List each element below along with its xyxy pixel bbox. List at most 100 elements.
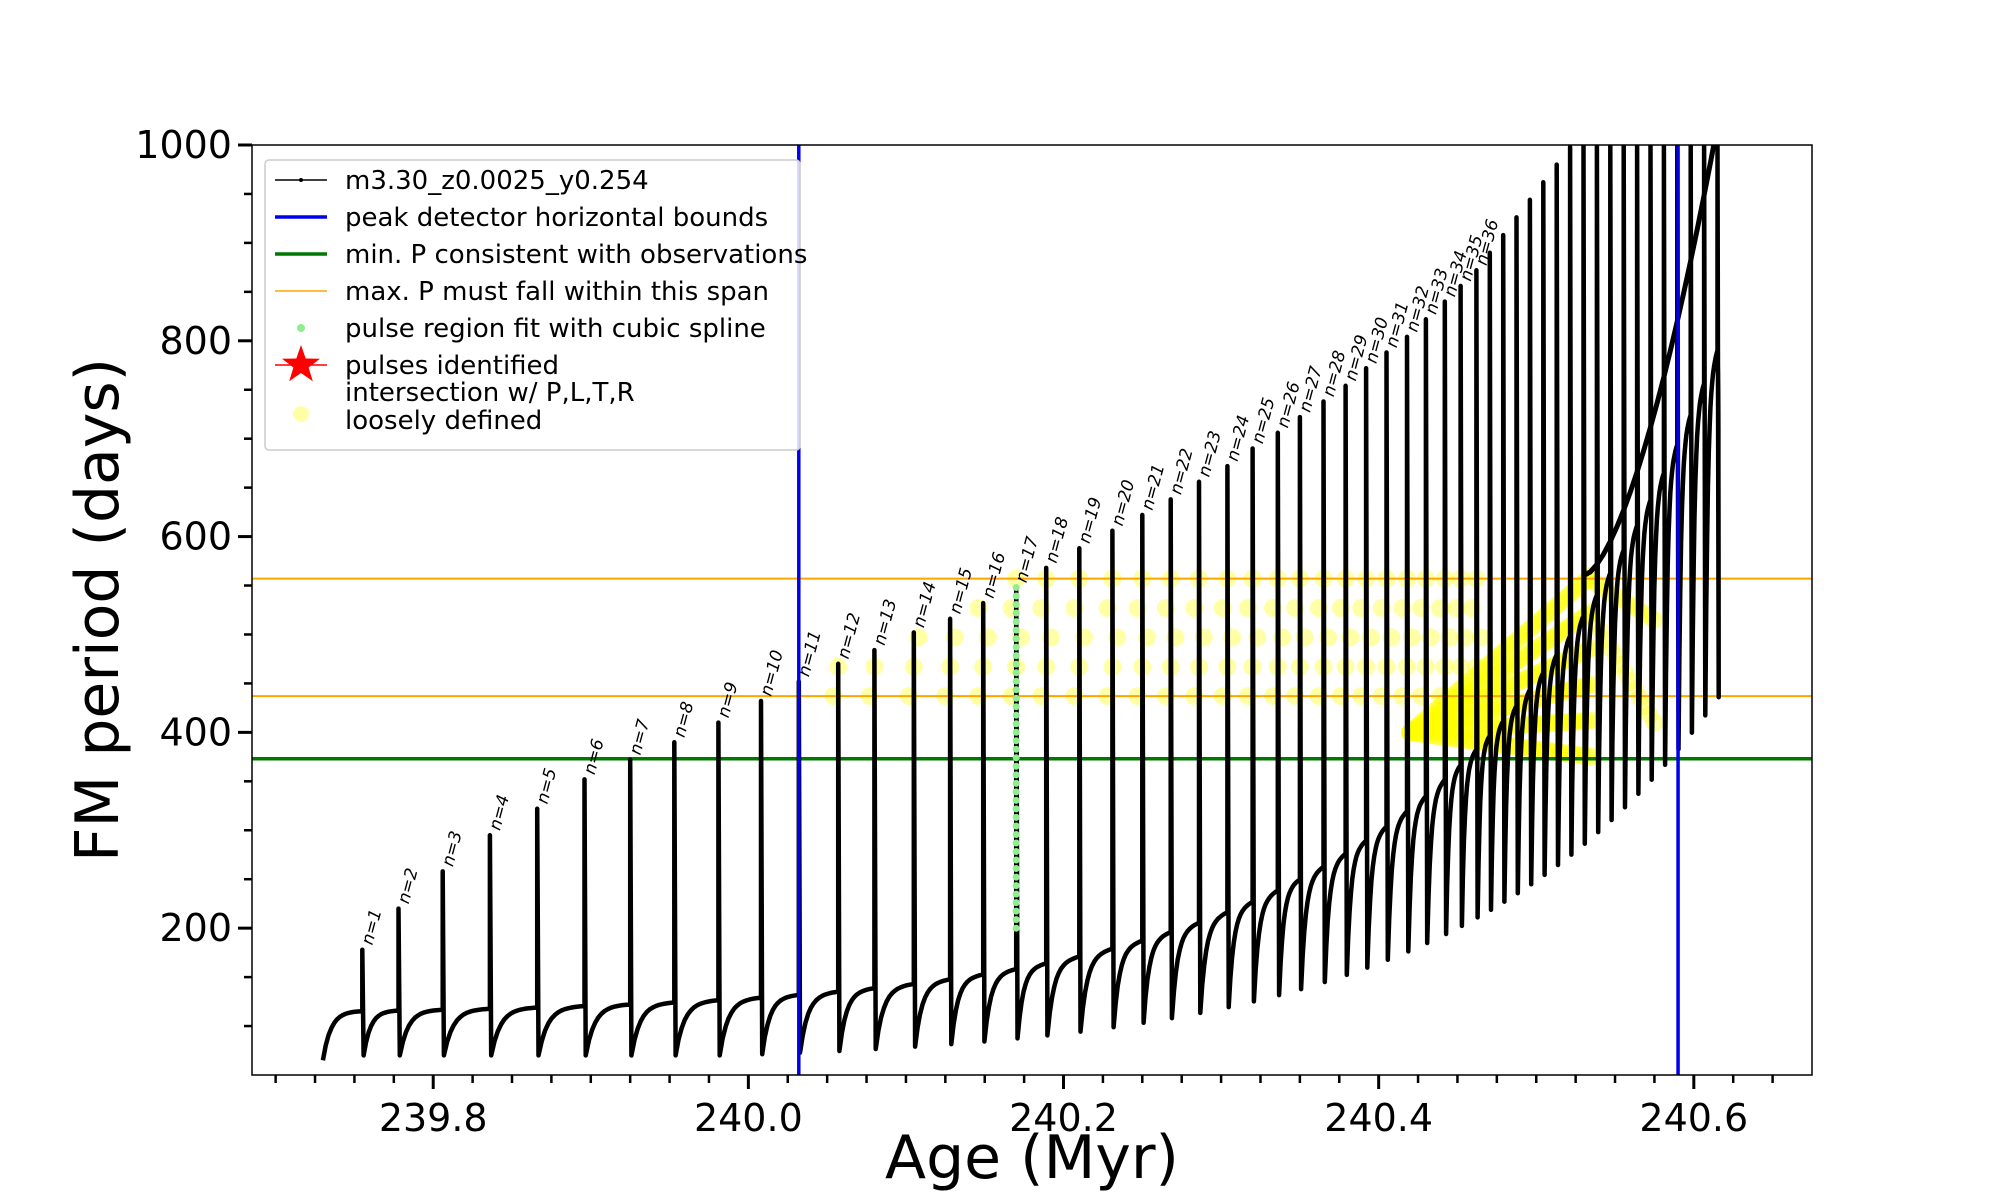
intersection-marker	[1425, 721, 1444, 740]
spline-fit-marker	[1012, 865, 1020, 872]
spline-fit-marker	[1012, 711, 1020, 719]
legend-label: m3.30_z0.0025_y0.254	[345, 166, 649, 196]
intersection-marker	[1444, 729, 1463, 748]
legend-label: intersection w/ P,L,T,R	[345, 378, 635, 408]
intersection-marker	[1425, 716, 1444, 735]
intersection-marker	[1425, 726, 1444, 745]
legend-label: pulse region fit with cubic spline	[345, 314, 766, 344]
intersection-marker	[1459, 731, 1478, 750]
spline-fit-marker	[1012, 771, 1020, 779]
spline-fit-marker	[1012, 686, 1020, 694]
spline-fit-marker	[1012, 924, 1020, 932]
y-axis-label: FM period (days)	[63, 358, 133, 862]
spline-fit-marker	[1012, 882, 1020, 890]
y-tick-label: 1000	[135, 123, 232, 167]
spline-fit-marker	[1012, 703, 1020, 711]
spline-fit-marker	[1012, 788, 1020, 796]
spline-fit-marker	[1012, 754, 1020, 762]
legend-handle-spline	[297, 324, 305, 332]
spline-fit-marker	[1012, 728, 1020, 736]
spline-fit-marker	[1012, 805, 1020, 813]
intersection-marker	[1444, 712, 1463, 730]
intersection-marker	[1428, 705, 1447, 723]
spline-fit-marker	[1012, 831, 1020, 838]
intersection-marker	[1459, 719, 1478, 738]
intersection-marker	[1459, 696, 1478, 715]
plot-frame	[251, 144, 1813, 1076]
legend-handle-intersection	[293, 406, 309, 422]
y-tick-label: 600	[159, 515, 232, 559]
intersection-marker	[1459, 672, 1478, 691]
spline-fit-marker	[1012, 745, 1020, 753]
spline-fit-marker	[1012, 813, 1020, 821]
x-tick-label: 240.6	[1639, 1096, 1748, 1140]
spline-fit-marker	[1012, 592, 1020, 600]
intersection-marker	[1407, 723, 1426, 741]
spline-fit-marker	[1012, 677, 1020, 685]
spline-fit-marker	[1012, 907, 1020, 915]
spline-fit-marker	[1012, 762, 1020, 770]
spline-fit-marker	[1012, 856, 1020, 864]
evolution-track-line	[320, 145, 1721, 1061]
legend-label: min. P consistent with observations	[345, 240, 807, 270]
spline-fit-marker	[1012, 720, 1020, 728]
spline-fit-marker	[1012, 626, 1020, 634]
spline-fit-marker	[1012, 916, 1020, 924]
x-tick-label: 239.8	[379, 1096, 488, 1140]
spline-fit-marker	[1012, 737, 1020, 745]
intersection-marker	[1407, 724, 1426, 743]
spline-fit-marker	[1012, 796, 1020, 804]
spline-fit-marker	[1012, 873, 1020, 881]
intersection-marker	[1444, 720, 1463, 739]
x-tick-label: 240.4	[1324, 1096, 1433, 1140]
intersection-marker	[1425, 702, 1444, 721]
legend-label: pulses identified	[345, 351, 559, 381]
intersection-marker	[1459, 684, 1478, 703]
legend-box	[264, 159, 801, 451]
intersection-marker	[1428, 727, 1447, 746]
intersection-marker	[1428, 716, 1447, 735]
intersection-marker	[1425, 712, 1444, 730]
intersection-marker	[1444, 694, 1463, 713]
spline-fit-marker	[1012, 899, 1020, 907]
x-axis-label: Age (Myr)	[885, 1123, 1179, 1193]
spline-fit-marker	[1012, 669, 1020, 677]
data-layer: n=1n=2n=3n=4n=5n=6 n=7 n=8 n=9n=10 n=11 n=12 n…	[252, 145, 1812, 1075]
spline-fit-marker	[1012, 652, 1020, 660]
x-tick-label: 240.2	[1009, 1096, 1118, 1140]
spline-fit-marker	[1012, 601, 1020, 608]
legend-label: loosely defined	[345, 406, 542, 436]
legend-handle-pulses	[282, 345, 320, 382]
spline-fit-marker	[1012, 779, 1020, 787]
intersection-marker	[1428, 721, 1447, 740]
spline-fit-marker	[1012, 584, 1020, 591]
intersection-marker	[1459, 707, 1478, 726]
intersection-marker	[1428, 710, 1447, 729]
y-tick-label: 200	[159, 906, 232, 950]
spline-fit-marker	[1012, 618, 1020, 626]
y-tick-label: 400	[159, 710, 232, 754]
spline-fit-marker	[1012, 660, 1020, 668]
spline-fit-marker	[1012, 635, 1020, 643]
legend-label: peak detector horizontal bounds	[345, 203, 768, 233]
spline-fit-marker	[1012, 609, 1020, 617]
spline-fit-marker	[1012, 822, 1020, 830]
intersection-marker	[1407, 719, 1426, 738]
intersection-marker	[1444, 703, 1463, 722]
spline-fit-marker	[1012, 890, 1020, 898]
y-tick-label: 800	[159, 319, 232, 363]
spline-fit-marker	[1012, 848, 1020, 855]
intersection-marker	[1407, 718, 1426, 737]
intersection-marker	[1428, 699, 1447, 718]
evolution-track-tail	[1582, 145, 1717, 578]
legend-handle-track-dot	[299, 178, 303, 182]
tick-layer: 200 400 600 800 1000 239.8 240.0 240.2 240.4 240.…	[135, 123, 1774, 1140]
spline-fit-marker	[1012, 643, 1020, 651]
legend-label: max. P must fall within this span	[345, 277, 769, 307]
intersection-marker	[1407, 721, 1426, 740]
spline-fit-marker	[1012, 839, 1020, 847]
x-tick-label: 240.0	[694, 1096, 803, 1140]
